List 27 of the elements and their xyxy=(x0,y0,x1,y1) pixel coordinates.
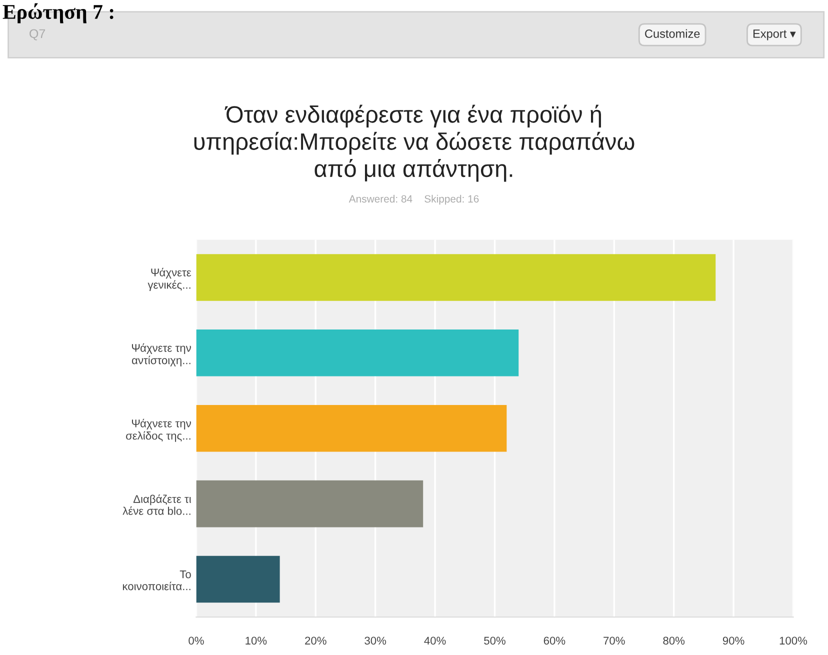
bar xyxy=(196,480,424,528)
text: Ερώτηση 7 : xyxy=(2,3,114,24)
bar xyxy=(196,254,716,301)
text: Export ▾ xyxy=(753,30,796,40)
y-tick-label: Ψάχνετε γενικές... xyxy=(148,268,192,291)
chart-title: Όταν ενδιαφέρεστε για ένα προϊόν ή υπηρεσία:Μπορείτε να δώσετε παραπάνω από μια απάντηση. xyxy=(194,104,634,182)
x-tick-label: 20% xyxy=(305,636,326,645)
text: Customize xyxy=(645,29,700,38)
bar xyxy=(196,556,280,603)
y-tick-label: Διαβάζετε τι λένε στα blo... xyxy=(122,494,192,515)
x-tick-label: 80% xyxy=(663,636,685,645)
x-tick-label: 50% xyxy=(484,636,506,645)
text: Q7 xyxy=(30,29,46,40)
x-tick-label: 30% xyxy=(364,636,386,645)
bar xyxy=(196,404,507,452)
x-tick-label: 70% xyxy=(604,636,625,645)
x-tick-label: 0% xyxy=(188,636,204,645)
y-tick-label: Ψάχνετε την σελίδος της... xyxy=(126,418,191,442)
x-tick-label: 40% xyxy=(424,636,446,645)
x-tick-label: 100% xyxy=(780,636,808,645)
y-tick-label: Το κοινοποιείτα... xyxy=(122,570,191,590)
x-tick-label: 10% xyxy=(246,636,267,645)
bar xyxy=(196,330,519,376)
x-tick-label: 90% xyxy=(722,636,744,645)
y-tick-label: Ψάχνετε την αντίστοιχη... xyxy=(132,343,191,366)
x-tick-label: 60% xyxy=(544,636,566,645)
chart-subtitle: Answered: 84 Skipped: 16 xyxy=(348,194,479,205)
